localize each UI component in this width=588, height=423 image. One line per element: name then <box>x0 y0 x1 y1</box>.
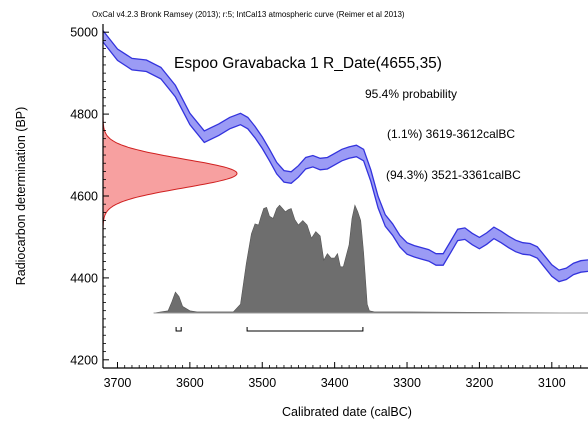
y-tick-label: 4600 <box>70 190 98 204</box>
x-tick-label: 3300 <box>393 376 421 390</box>
range-label-2: (94.3%) 3521-3361calBC <box>386 168 521 182</box>
x-tick-label: 3400 <box>321 376 349 390</box>
x-axis-label: Calibrated date (calBC) <box>282 405 412 419</box>
y-tick-label: 4200 <box>70 353 98 367</box>
y-tick-label: 4800 <box>70 108 98 122</box>
probability-label: 95.4% probability <box>365 87 457 101</box>
calibrated-probability-area <box>154 205 588 313</box>
hpd-range-2 <box>247 327 363 331</box>
x-axis-ticks: 3700 3600 3500 3400 3300 3200 3100 <box>104 362 581 390</box>
y-tick-label: 5000 <box>70 26 98 40</box>
hpd-range-1 <box>176 327 181 331</box>
x-tick-label: 3500 <box>248 376 276 390</box>
y-axis-label: Radiocarbon determination (BP) <box>14 107 28 286</box>
x-tick-label: 3100 <box>538 376 566 390</box>
x-tick-label: 3600 <box>176 376 204 390</box>
x-tick-label: 3700 <box>104 376 132 390</box>
range-label-1: (1.1%) 3619-3612calBC <box>387 127 515 141</box>
x-tick-label: 3200 <box>466 376 494 390</box>
y-tick-label: 4400 <box>70 271 98 285</box>
chart-title: Espoo Gravabacka 1 R_Date(4655,35) <box>174 55 442 72</box>
plot-frame <box>103 24 588 368</box>
software-credit: OxCal v4.2.3 Bronk Ramsey (2013); r:5; I… <box>92 10 405 19</box>
